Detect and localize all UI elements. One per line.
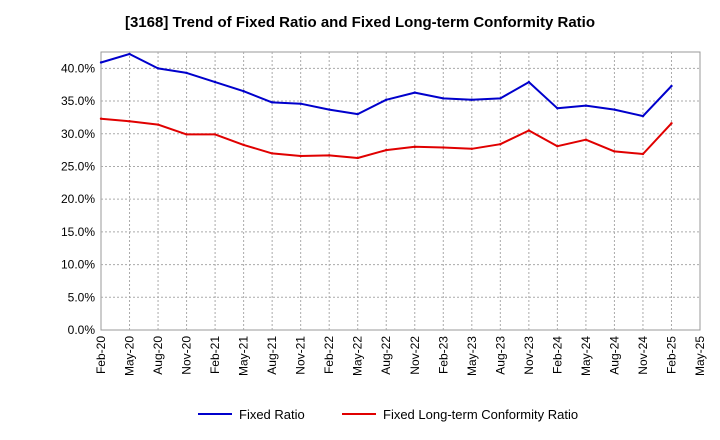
axes: 0.0% 5.0% 10.0% 15.0% 20.0% 25.0% 30.0% 35.0% 40…	[61, 61, 707, 376]
y-tick-label: 0.0%	[68, 323, 96, 337]
legend: Fixed Ratio Fixed Long-term Conformity Ra…	[198, 407, 578, 422]
data-point	[99, 117, 103, 120]
data-point	[242, 143, 245, 147]
y-tick-label: 5.0%	[68, 290, 96, 304]
data-point	[356, 156, 359, 160]
data-point	[556, 107, 559, 110]
x-tick-label: Feb-25	[664, 336, 678, 374]
data-point	[327, 154, 331, 157]
data-point	[641, 152, 645, 156]
chart-title: [3168] Trend of Fixed Ratio and Fixed Lo…	[124, 14, 596, 31]
data-point	[584, 138, 588, 141]
x-tick-label: Nov-21	[294, 336, 308, 375]
x-tick-label: Nov-23	[522, 336, 536, 375]
plot-area	[100, 51, 701, 331]
data-point	[270, 152, 274, 155]
x-tick-label: May-24	[579, 336, 593, 376]
y-tick-label: 10.0%	[61, 258, 95, 272]
data-point	[527, 80, 531, 84]
y-tick-label: 40.0%	[61, 61, 95, 75]
data-point	[556, 144, 559, 148]
data-point	[385, 148, 388, 152]
x-tick-label: May-20	[123, 336, 137, 376]
data-point	[99, 61, 103, 64]
data-point	[327, 108, 331, 111]
x-tick-label: Feb-23	[436, 336, 450, 374]
data-point	[299, 102, 302, 105]
x-tick-label: May-25	[693, 336, 707, 376]
data-point	[470, 147, 474, 151]
data-point	[670, 122, 673, 125]
data-point	[356, 112, 359, 116]
data-point	[442, 97, 445, 100]
x-tick-label: Nov-24	[636, 336, 650, 375]
series-layer	[99, 52, 673, 160]
data-point	[499, 97, 502, 100]
y-tick-label: 15.0%	[61, 225, 95, 239]
data-point	[527, 129, 531, 132]
legend-label: Fixed Long-term Conformity Ratio	[383, 407, 578, 422]
data-point	[670, 84, 673, 88]
legend-label: Fixed Ratio	[239, 407, 305, 422]
y-tick-label: 20.0%	[61, 192, 95, 206]
data-point	[413, 91, 416, 94]
y-tick-label: 25.0%	[61, 159, 95, 173]
data-point	[499, 143, 502, 146]
data-point	[156, 123, 160, 126]
x-tick-label: Feb-24	[550, 336, 564, 374]
x-tick-label: Nov-20	[180, 336, 194, 375]
y-tick-label: 35.0%	[61, 94, 95, 108]
data-point	[185, 71, 188, 75]
data-point	[128, 120, 131, 123]
data-point	[613, 150, 616, 153]
data-point	[270, 101, 274, 104]
x-tick-label: Aug-23	[493, 336, 507, 375]
data-point	[156, 67, 160, 70]
plot-frame	[100, 51, 701, 331]
data-point	[299, 154, 302, 158]
data-point	[641, 114, 645, 118]
data-point	[613, 108, 616, 111]
x-tick-label: Aug-21	[265, 336, 279, 375]
x-tick-label: Nov-22	[408, 336, 422, 375]
data-point	[413, 145, 416, 149]
x-tick-label: May-23	[465, 336, 479, 376]
data-point	[213, 80, 217, 84]
x-tick-label: Feb-21	[208, 336, 222, 374]
y-tick-label: 30.0%	[61, 127, 95, 141]
data-point	[584, 104, 588, 107]
data-point	[185, 133, 188, 136]
x-tick-label: May-22	[351, 336, 365, 376]
data-point	[128, 52, 131, 56]
data-point	[213, 133, 217, 136]
x-tick-label: Aug-22	[379, 336, 393, 375]
x-tick-label: May-21	[237, 336, 251, 376]
x-tick-label: Aug-20	[151, 336, 165, 375]
data-point	[242, 90, 245, 93]
data-point	[385, 98, 388, 101]
x-tick-label: Aug-24	[607, 336, 621, 375]
x-tick-label: Feb-20	[94, 336, 108, 374]
data-point	[442, 146, 445, 149]
data-point	[470, 98, 474, 101]
x-tick-label: Feb-22	[322, 336, 336, 374]
